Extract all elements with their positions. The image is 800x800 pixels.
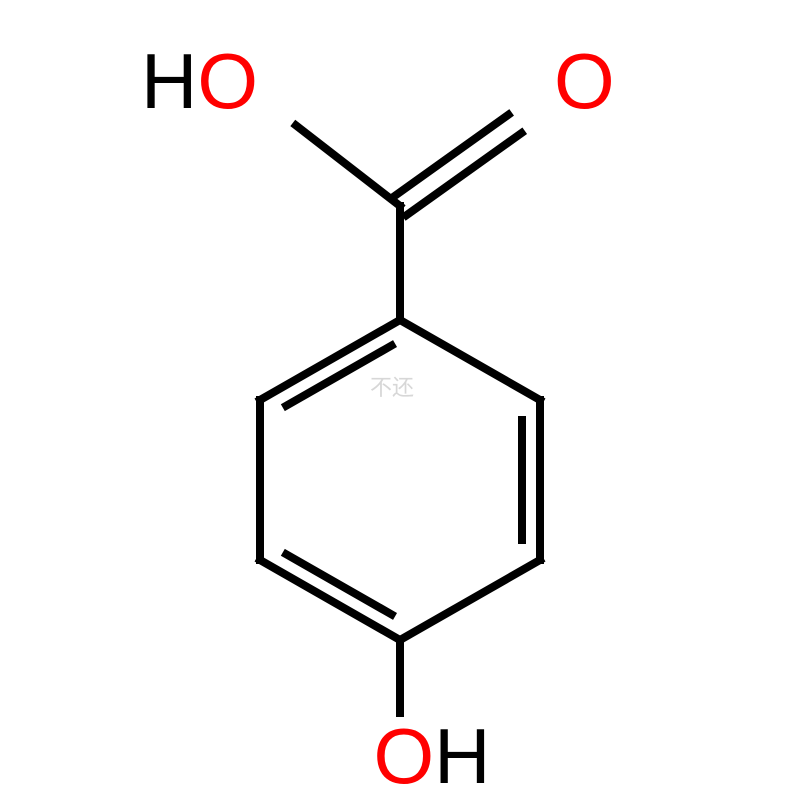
watermark-text: 不还 <box>370 375 414 400</box>
atom-label-oh_para: OH <box>373 712 490 800</box>
atom-label-o_hydroxyl: HO <box>141 37 258 125</box>
atom-label-o_carbonyl: O <box>554 37 615 125</box>
bonds-layer <box>260 115 540 713</box>
